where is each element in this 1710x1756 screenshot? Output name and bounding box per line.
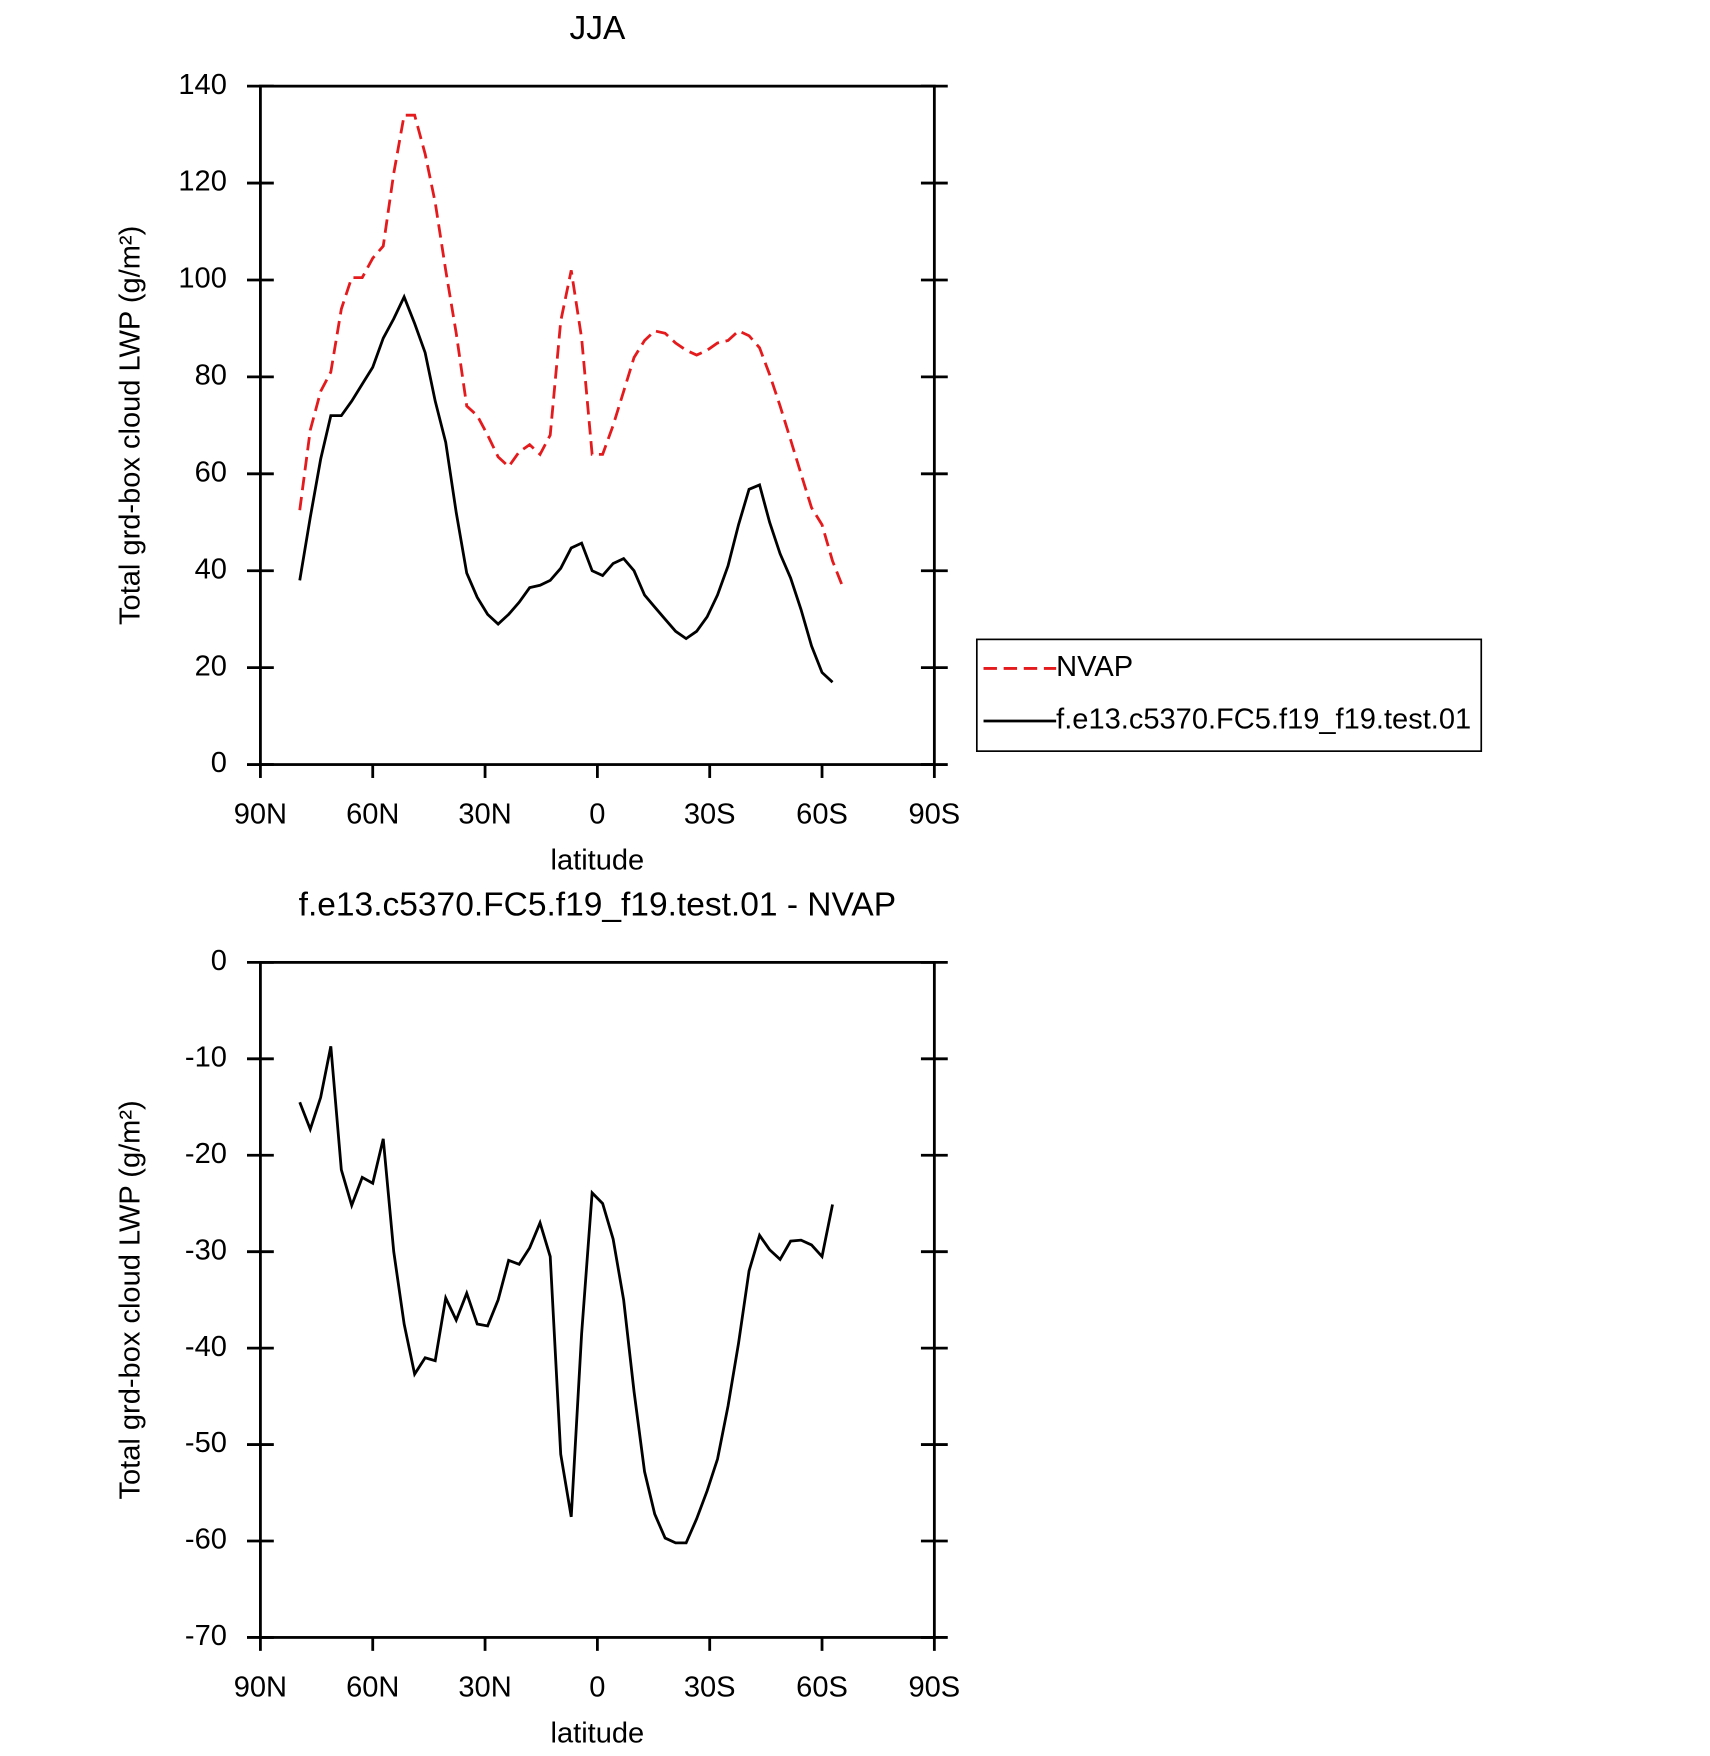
- legend-label: f.e13.c5370.FC5.f19_f19.test.01: [1056, 704, 1471, 736]
- y-tick-label: -50: [185, 1427, 227, 1459]
- chart-title: JJA: [569, 10, 626, 47]
- y-tick-label: -40: [185, 1331, 227, 1363]
- x-tick-label: 60S: [796, 799, 848, 831]
- y-tick-label: -60: [185, 1524, 227, 1556]
- y-tick-label: 80: [195, 360, 227, 392]
- x-tick-label: 30S: [684, 799, 736, 831]
- y-axis-label: Total grd-box cloud LWP (g/m²): [115, 1100, 147, 1499]
- y-tick-label: 0: [211, 945, 227, 977]
- x-tick-label: 90S: [909, 799, 961, 831]
- y-tick-label: 40: [195, 553, 227, 585]
- x-tick-label: 60N: [346, 799, 399, 831]
- x-axis-label: latitude: [551, 844, 645, 876]
- y-axis-label: Total grd-box cloud LWP (g/m²): [115, 226, 147, 625]
- data-line: [298, 113, 845, 589]
- legend-label: NVAP: [1056, 651, 1133, 683]
- y-tick-label: 100: [178, 263, 226, 295]
- plot-frame: [259, 960, 936, 1639]
- x-tick-label: 30N: [458, 799, 511, 831]
- y-tick-label: 60: [195, 456, 227, 488]
- x-tick-label: 60S: [796, 1672, 848, 1704]
- y-tick-label: -30: [185, 1234, 227, 1266]
- x-tick-label: 90N: [234, 1672, 287, 1704]
- y-tick-label: 140: [178, 69, 226, 101]
- y-tick-label: 120: [178, 166, 226, 198]
- x-tick-label: 30N: [458, 1672, 511, 1704]
- y-tick-label: 20: [195, 650, 227, 682]
- x-tick-label: 0: [589, 799, 605, 831]
- x-tick-label: 90N: [234, 799, 287, 831]
- x-axis-label: latitude: [551, 1717, 645, 1749]
- y-tick-label: -10: [185, 1041, 227, 1073]
- plot-frame: [259, 84, 936, 766]
- x-tick-label: 90S: [909, 1672, 961, 1704]
- y-tick-label: -20: [185, 1138, 227, 1170]
- y-tick-label: -70: [185, 1620, 227, 1652]
- legend-box: [975, 638, 1483, 752]
- x-tick-label: 0: [589, 1672, 605, 1704]
- y-tick-label: 0: [211, 747, 227, 779]
- data-line: [298, 1046, 834, 1545]
- chart-title: f.e13.c5370.FC5.f19_f19.test.01 - NVAP: [299, 886, 896, 923]
- x-tick-label: 30S: [684, 1672, 736, 1704]
- x-tick-label: 60N: [346, 1672, 399, 1704]
- data-line: [298, 293, 834, 684]
